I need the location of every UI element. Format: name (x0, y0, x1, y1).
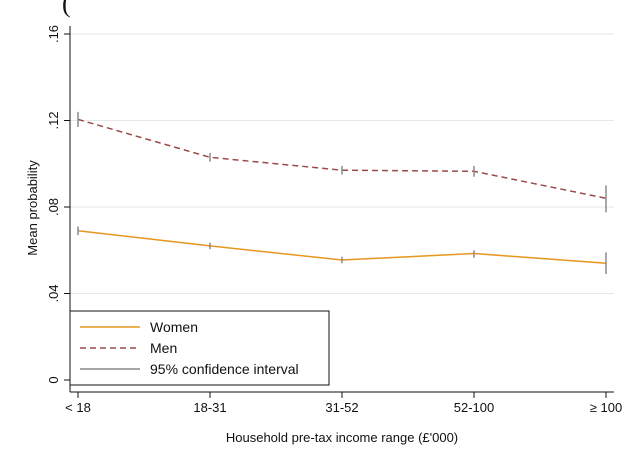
gridlines (70, 33, 614, 294)
legend: Women Men 95% confidence interval (69, 310, 330, 386)
x-tick-label: < 18 (65, 400, 91, 415)
x-axis-ticks: < 18 18-31 31-52 52-100 ≥ 100 (65, 392, 622, 415)
x-tick-label: 31-52 (325, 400, 358, 415)
legend-label: Women (150, 319, 198, 335)
x-tick-label: ≥ 100 (590, 400, 622, 415)
y-axis-title: Mean probability (25, 160, 40, 256)
legend-label: 95% confidence interval (150, 361, 299, 377)
y-tick-label: .16 (46, 25, 61, 43)
y-tick-label: .04 (46, 284, 61, 302)
x-tick-label: 52-100 (454, 400, 494, 415)
panel-label-fragment: ( (62, 0, 71, 18)
y-tick-label: .12 (46, 111, 61, 129)
x-tick-label: 18-31 (193, 400, 226, 415)
y-axis-ticks: 0 .04 .08 .12 .16 (46, 25, 70, 384)
x-axis-title: Household pre-tax income range (£'000) (226, 430, 458, 445)
y-tick-label: 0 (46, 376, 61, 383)
legend-label: Men (150, 340, 177, 356)
y-tick-label: .08 (46, 198, 61, 216)
series-line-men (77, 118, 607, 200)
confidence-intervals (77, 111, 607, 275)
